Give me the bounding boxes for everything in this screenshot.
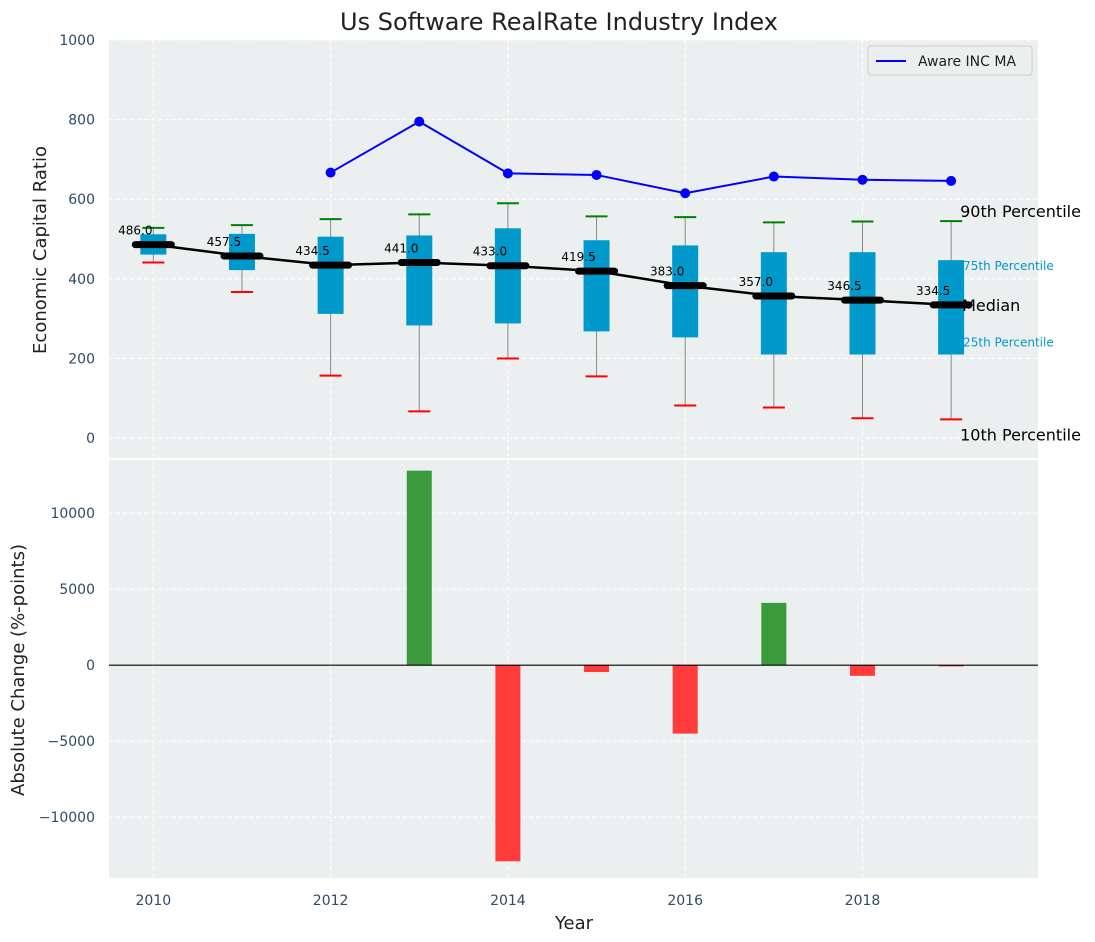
- company-point: [502, 168, 513, 179]
- company-point: [414, 116, 425, 127]
- median-value-label: 334.5: [916, 284, 950, 298]
- change-bar-2015: [584, 665, 610, 673]
- bottom-y-tick-label: −10000: [39, 810, 95, 826]
- bottom-y-tick-labels: −10000 −5000 0 5000 10000: [39, 506, 95, 826]
- median-value-label: 434.5: [295, 244, 329, 258]
- percentile-annotations: 90th Percentile 75th Percentile Median 25th…: [960, 202, 1081, 444]
- legend-frame: [867, 45, 1033, 76]
- median-value-label: 346.5: [827, 279, 861, 293]
- change-bar-2014: [495, 665, 521, 862]
- annotation-median: Median: [962, 296, 1020, 315]
- box-iqr: [406, 235, 433, 326]
- bottom-y-tick-label: −5000: [48, 734, 95, 750]
- company-series: [325, 116, 957, 199]
- change-bar-2018: [849, 665, 875, 676]
- box-iqr: [494, 228, 521, 324]
- bottom-y-tick-label: 10000: [50, 506, 95, 522]
- top-y-tick-label: 400: [68, 272, 95, 288]
- change-bar-2017: [761, 602, 787, 666]
- chart-title: Us Software RealRate Industry Index: [340, 8, 778, 36]
- company-point: [768, 171, 779, 182]
- company-point: [946, 175, 957, 186]
- x-tick-label: 2016: [667, 893, 703, 909]
- change-bar-2013: [406, 470, 432, 666]
- top-y-tick-label: 600: [68, 192, 95, 208]
- annotation-p90: 90th Percentile: [960, 202, 1081, 221]
- x-tick-labels: 2010 2012 2014 2016 2018: [136, 893, 881, 909]
- x-tick-label: 2018: [845, 893, 881, 909]
- top-y-tick-label: 200: [68, 351, 95, 367]
- change-bars: [109, 470, 1038, 862]
- median-value-label: 441.0: [384, 242, 418, 256]
- annotation-p75: 75th Percentile: [963, 259, 1054, 273]
- legend-label: Aware INC MA: [918, 54, 1016, 70]
- top-plot-background: [109, 40, 1038, 458]
- bottom-y-tick-label: 0: [86, 658, 95, 674]
- median-value-label: 419.5: [561, 250, 595, 264]
- legend: Aware INC MA: [867, 45, 1033, 76]
- x-tick-label: 2012: [313, 893, 349, 909]
- median-value-label: 383.0: [650, 265, 684, 279]
- bottom-y-tick-label: 5000: [59, 582, 95, 598]
- median-value-label: 457.5: [207, 235, 241, 249]
- top-y-tick-label: 800: [68, 113, 95, 129]
- median-trend-line: [153, 243, 952, 307]
- box-iqr: [760, 252, 787, 355]
- top-y-tick-label: 1000: [59, 33, 95, 49]
- median-line: [153, 243, 952, 307]
- annotation-p25: 25th Percentile: [963, 335, 1054, 349]
- box-iqr: [228, 233, 255, 271]
- company-point: [857, 174, 868, 185]
- box-iqr: [583, 240, 610, 332]
- median-value-label: 433.0: [473, 245, 507, 259]
- box-iqr: [672, 245, 699, 338]
- company-line: [330, 120, 952, 195]
- top-y-axis-label: Economic Capital Ratio: [30, 146, 51, 354]
- company-point: [591, 169, 602, 180]
- change-bar-2016: [672, 665, 698, 734]
- median-value-label: 357.0: [739, 275, 773, 289]
- bottom-plot-background: [109, 460, 1038, 878]
- box-2010: 486.0: [118, 224, 175, 264]
- box-iqr: [317, 236, 344, 314]
- top-y-tick-label: 0: [86, 431, 95, 447]
- bottom-y-axis-label: Absolute Change (%-points): [8, 544, 29, 796]
- top-gridlines: [109, 39, 1038, 458]
- median-value-label: 486.0: [118, 224, 152, 238]
- change-bar-2019: [938, 665, 964, 667]
- x-tick-label: 2014: [490, 893, 526, 909]
- top-y-tick-labels: 0 200 400 600 800 1000: [59, 33, 95, 447]
- x-axis-label: Year: [554, 913, 594, 934]
- annotation-p10: 10th Percentile: [960, 425, 1081, 444]
- company-point: [680, 188, 691, 199]
- x-tick-label: 2010: [136, 893, 172, 909]
- company-point: [325, 167, 336, 178]
